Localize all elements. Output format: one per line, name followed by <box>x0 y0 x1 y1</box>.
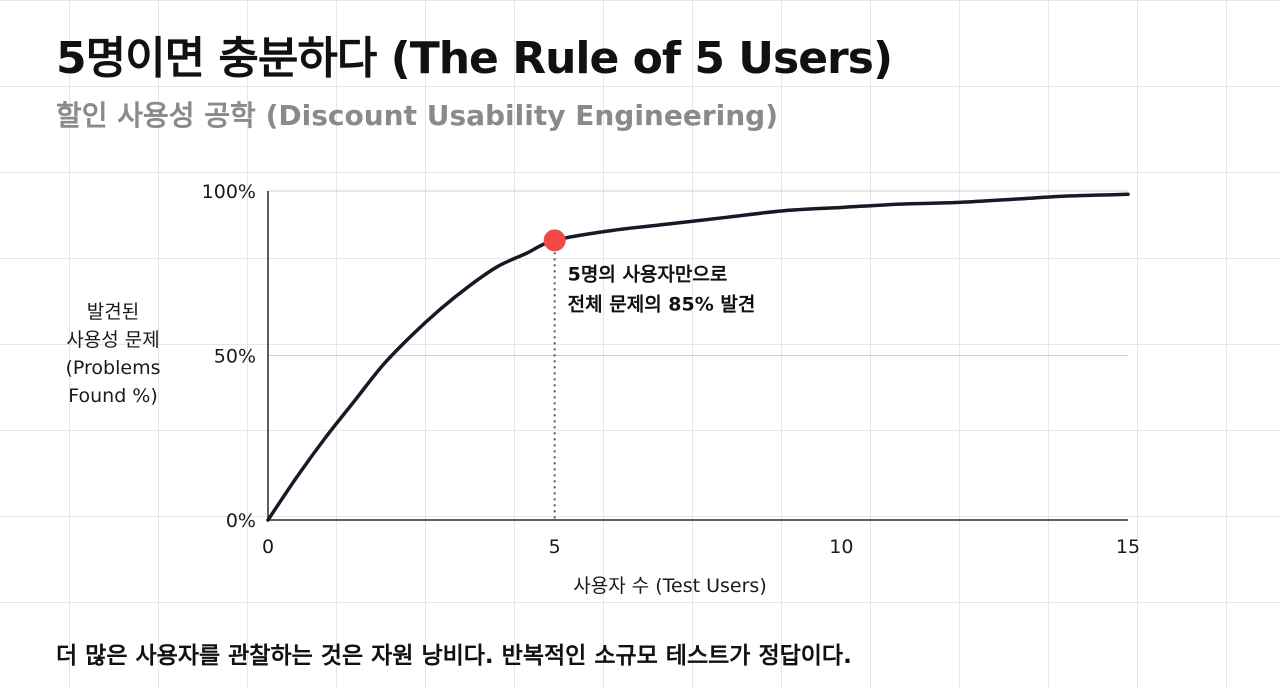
x-tick-label: 0 <box>262 536 274 558</box>
y-tick-label: 100% <box>202 181 256 203</box>
footer-statement: 더 많은 사용자를 관찰하는 것은 자원 낭비다. 반복적인 소규모 테스트가 … <box>56 643 852 669</box>
y-tick-label: 50% <box>214 346 256 368</box>
x-axis-label: 사용자 수 (Test Users) <box>573 575 767 597</box>
y-axis-label-line: Found %) <box>68 385 158 407</box>
page-title: 5명이면 충분하다 (The Rule of 5 Users) <box>56 33 893 84</box>
y-axis-label-line: 사용성 문제 <box>66 329 160 351</box>
highlight-annotation-line: 전체 문제의 85% 발견 <box>568 293 756 315</box>
page-subtitle: 할인 사용성 공학 (Discount Usability Engineerin… <box>56 99 779 132</box>
highlight-annotation-line: 5명의 사용자만으로 <box>568 263 728 285</box>
y-axis-label-line: 발견된 <box>86 301 140 323</box>
problems-found-curve <box>266 192 1130 522</box>
y-tick-label: 0% <box>226 510 256 532</box>
x-tick-label: 15 <box>1116 536 1140 558</box>
x-tick-label: 5 <box>549 536 561 558</box>
x-tick-label: 10 <box>829 536 853 558</box>
y-axis-label: 발견된 사용성 문제 (Problems Found %) <box>48 298 178 410</box>
highlight-point-marker <box>543 229 566 252</box>
y-axis-label-line: (Problems <box>65 357 161 379</box>
